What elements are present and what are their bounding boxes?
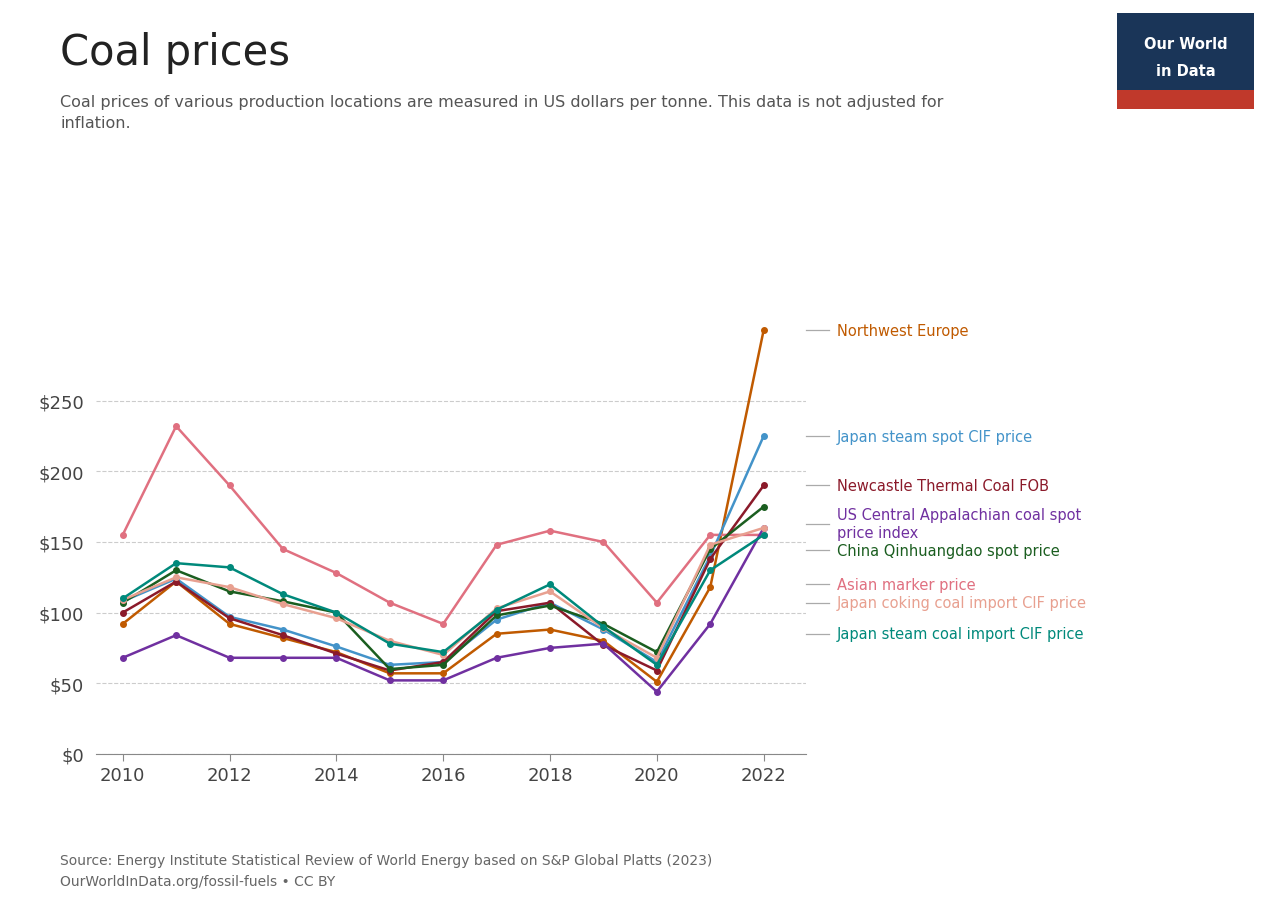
Text: Our World: Our World xyxy=(1144,37,1228,52)
Text: Coal prices: Coal prices xyxy=(60,32,291,73)
Text: Coal prices of various production locations are measured in US dollars per tonne: Coal prices of various production locati… xyxy=(60,95,943,131)
Text: China Qinhuangdao spot price: China Qinhuangdao spot price xyxy=(837,544,1060,558)
Text: in Data: in Data xyxy=(1156,64,1216,79)
Text: Newcastle Thermal Coal FOB: Newcastle Thermal Coal FOB xyxy=(837,479,1050,493)
Text: Source: Energy Institute Statistical Review of World Energy based on S&P Global : Source: Energy Institute Statistical Rev… xyxy=(60,853,713,888)
Text: Northwest Europe: Northwest Europe xyxy=(837,323,969,339)
Text: Japan coking coal import CIF price: Japan coking coal import CIF price xyxy=(837,596,1087,610)
FancyBboxPatch shape xyxy=(1117,14,1254,110)
Text: Japan steam spot CIF price: Japan steam spot CIF price xyxy=(837,429,1033,444)
Text: Japan steam coal import CIF price: Japan steam coal import CIF price xyxy=(837,627,1084,641)
Text: Asian marker price: Asian marker price xyxy=(837,577,975,592)
FancyBboxPatch shape xyxy=(1117,91,1254,110)
Text: US Central Appalachian coal spot
price index: US Central Appalachian coal spot price i… xyxy=(837,507,1082,541)
